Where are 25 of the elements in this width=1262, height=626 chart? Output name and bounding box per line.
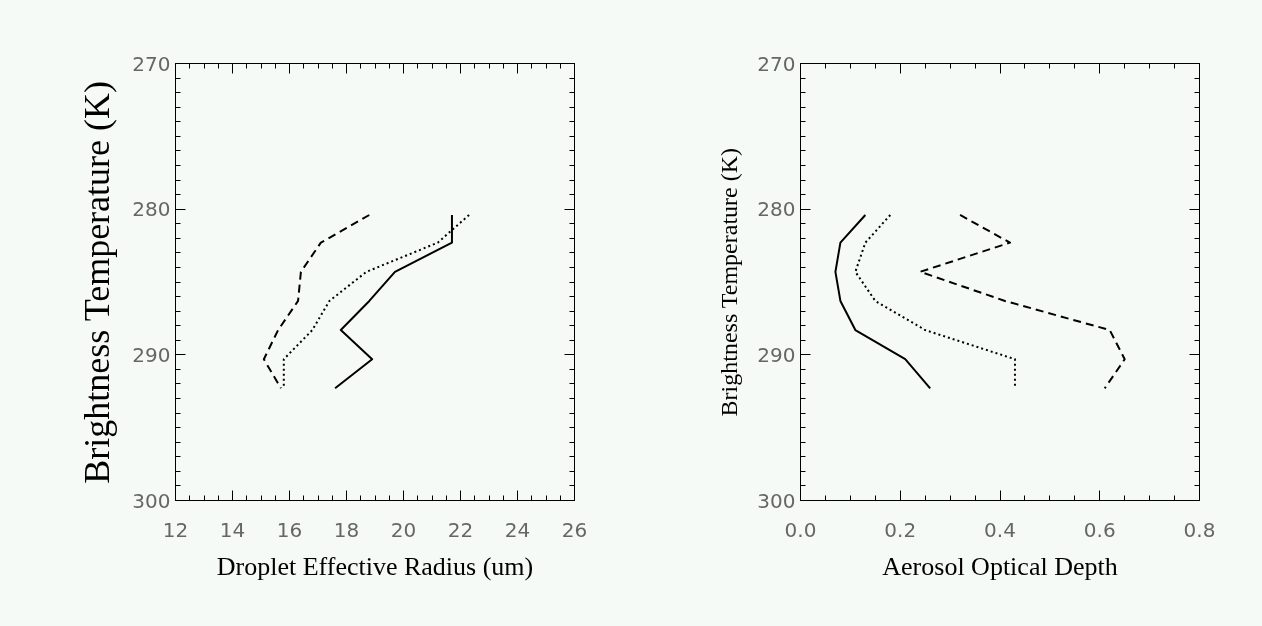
y-tick-label: 280 [132,197,171,222]
y-tick-label: 300 [757,488,796,513]
x-tick-label: 0.8 [1183,517,1216,542]
x-tick-label: 20 [390,517,417,542]
x-tick-label: 0.4 [984,517,1016,542]
x-tick-label: 0.6 [1083,517,1116,542]
x-tick-label: 12 [162,517,189,542]
x-axis-title: Droplet Effective Radius (um) [216,551,534,581]
x-tick-label: 26 [561,517,588,542]
y-tick-label: 270 [132,51,171,76]
y-tick-label: 270 [757,51,796,76]
y-tick-label: 290 [757,342,796,367]
x-axis-title: Aerosol Optical Depth [882,551,1118,581]
y-axis-title: Brightness Temperature (K) [716,147,743,417]
x-tick-label: 16 [276,517,303,542]
y-tick-label: 290 [132,342,171,367]
x-tick-label: 0.2 [884,517,917,542]
x-tick-label: 0.0 [784,517,817,542]
y-tick-label: 280 [757,197,796,222]
x-tick-label: 22 [447,517,474,542]
x-tick-label: 14 [219,517,246,542]
y-tick-label: 300 [132,488,171,513]
x-tick-label: 24 [504,517,531,542]
y-axis-title: Brightness Temperature (K) [77,80,118,484]
x-tick-label: 18 [333,517,360,542]
